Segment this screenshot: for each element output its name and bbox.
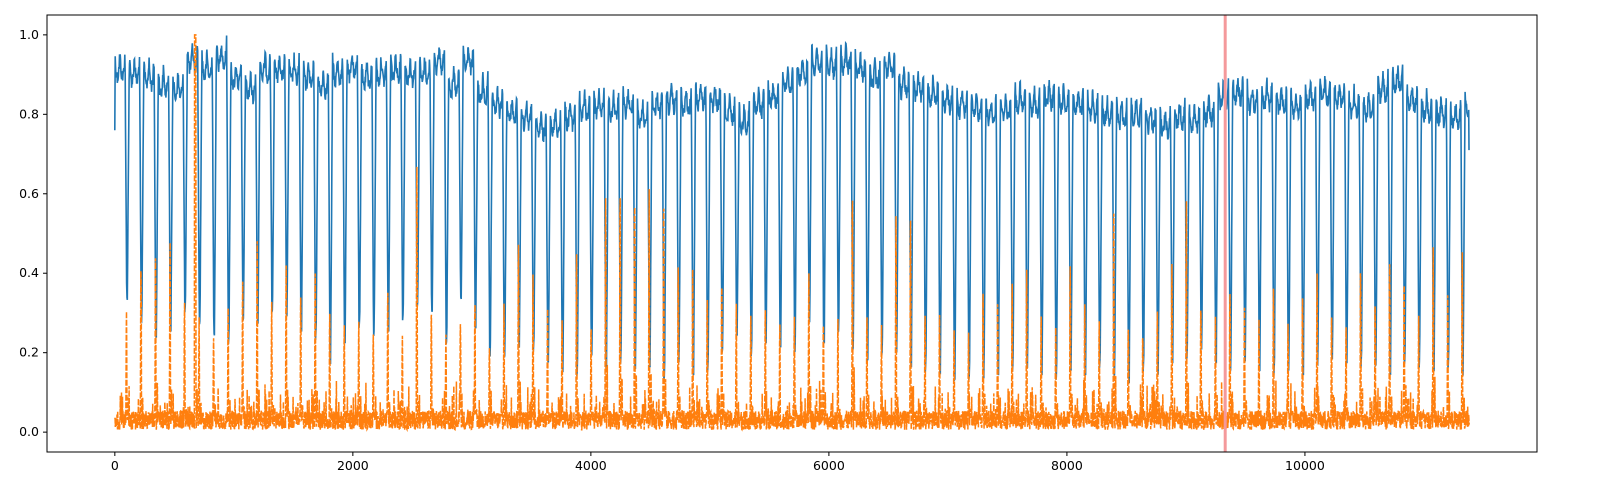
y-tick-label: 1.0 (19, 27, 39, 42)
y-tick-label: 0.2 (19, 345, 39, 360)
series-orange-dashed-line (114, 34, 1470, 433)
plot-frame (46, 14, 1538, 453)
x-tick-label: 4000 (575, 458, 607, 473)
y-tick-label: 0.4 (19, 265, 39, 280)
y-axis: 0.0 0.2 0.4 0.6 0.8 1.0 (19, 27, 47, 439)
series-blue-line (114, 35, 1470, 384)
y-tick-label: 0.6 (19, 186, 39, 201)
series-layer (114, 34, 1470, 433)
x-tick-label: 8000 (1051, 458, 1083, 473)
x-tick-label: 6000 (813, 458, 845, 473)
y-tick-label: 0.8 (19, 106, 39, 121)
x-tick-label: 2000 (337, 458, 369, 473)
y-tick-label: 0.0 (19, 424, 39, 439)
x-tick-label: 0 (111, 458, 119, 473)
x-tick-label: 10000 (1285, 458, 1325, 473)
x-axis: 0 2000 4000 6000 8000 10000 (111, 452, 1325, 473)
